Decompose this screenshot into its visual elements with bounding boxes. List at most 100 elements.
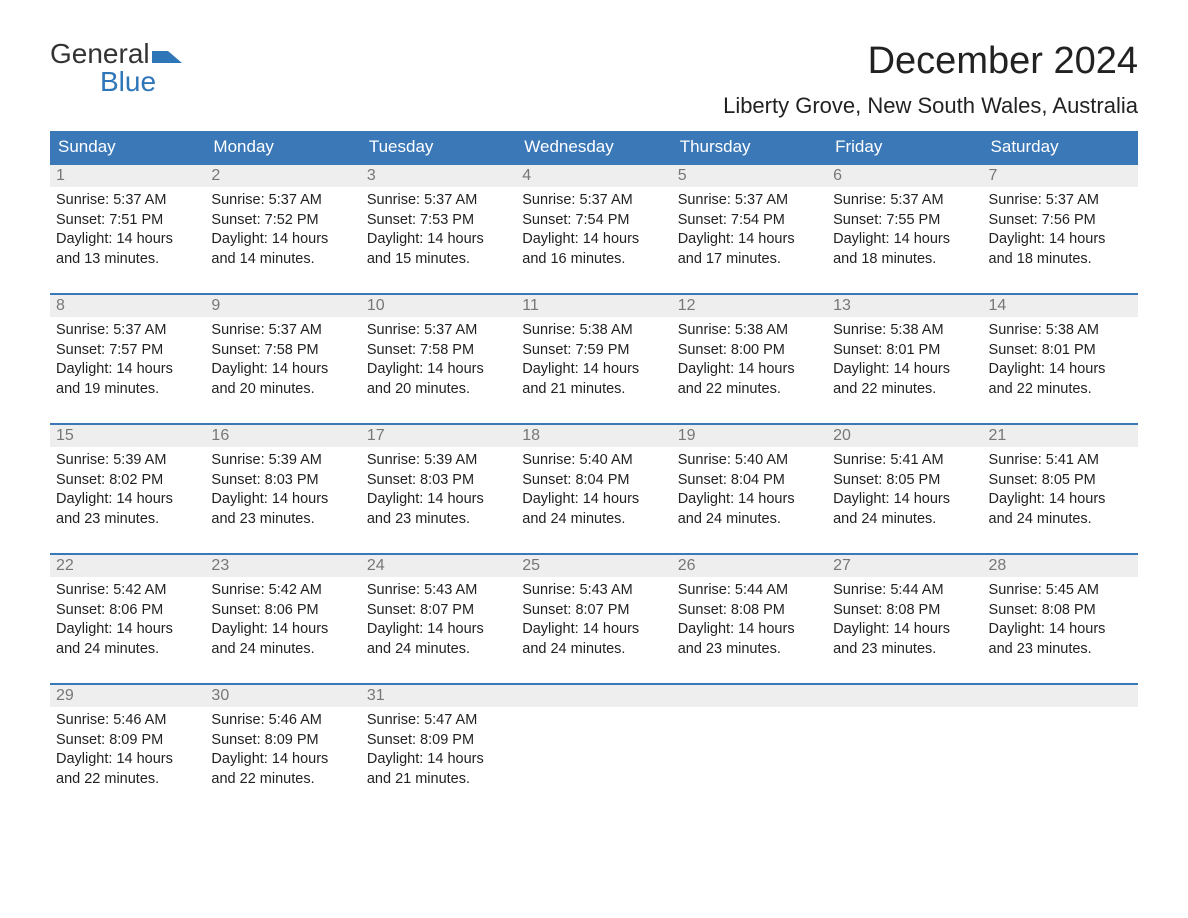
sunrise-label: Sunrise: (56, 452, 109, 468)
sunrise-line: Sunrise: 5:37 AM (211, 321, 354, 341)
sunrise-value: 5:43 AM (424, 582, 477, 598)
sunset-line: Sunset: 8:06 PM (211, 601, 354, 621)
sunrise-label: Sunrise: (56, 322, 109, 338)
sunset-line: Sunset: 8:09 PM (211, 731, 354, 751)
sunrise-line: Sunrise: 5:47 AM (367, 711, 510, 731)
sunrise-label: Sunrise: (367, 192, 420, 208)
daylight-label: Daylight: (833, 231, 889, 247)
daylight-line: Daylight: 14 hours and 24 minutes. (367, 620, 510, 659)
sunrise-label: Sunrise: (367, 452, 420, 468)
day-cell: 25Sunrise: 5:43 AMSunset: 8:07 PMDayligh… (516, 555, 671, 665)
day-content: Sunrise: 5:41 AMSunset: 8:05 PMDaylight:… (983, 447, 1138, 533)
day-cell: 16Sunrise: 5:39 AMSunset: 8:03 PMDayligh… (205, 425, 360, 535)
sunset-label: Sunset: (367, 472, 416, 488)
sunrise-label: Sunrise: (56, 192, 109, 208)
day-number: 21 (983, 425, 1138, 447)
sunset-line: Sunset: 8:08 PM (989, 601, 1132, 621)
sunset-label: Sunset: (678, 472, 727, 488)
daylight-label: Daylight: (56, 621, 112, 637)
sunrise-label: Sunrise: (211, 452, 264, 468)
sunrise-value: 5:38 AM (890, 322, 943, 338)
sunrise-line: Sunrise: 5:46 AM (56, 711, 199, 731)
sunrise-line: Sunrise: 5:37 AM (56, 191, 199, 211)
daylight-label: Daylight: (56, 751, 112, 767)
sunset-value: 8:08 PM (731, 602, 785, 618)
sunset-value: 7:57 PM (109, 342, 163, 358)
sunrise-value: 5:45 AM (1046, 582, 1099, 598)
day-content: Sunrise: 5:37 AMSunset: 7:55 PMDaylight:… (827, 187, 982, 273)
logo-top-row: General (50, 40, 182, 68)
sunset-line: Sunset: 8:08 PM (833, 601, 976, 621)
sunset-label: Sunset: (833, 602, 882, 618)
day-cell: 7Sunrise: 5:37 AMSunset: 7:56 PMDaylight… (983, 165, 1138, 275)
day-number: 28 (983, 555, 1138, 577)
daylight-label: Daylight: (56, 361, 112, 377)
sunrise-line: Sunrise: 5:38 AM (989, 321, 1132, 341)
sunset-value: 7:58 PM (265, 342, 319, 358)
day-number: 9 (205, 295, 360, 317)
day-number: 24 (361, 555, 516, 577)
day-content: Sunrise: 5:37 AMSunset: 7:54 PMDaylight:… (672, 187, 827, 273)
daylight-line: Daylight: 14 hours and 24 minutes. (522, 620, 665, 659)
day-number: 10 (361, 295, 516, 317)
week-row: 15Sunrise: 5:39 AMSunset: 8:02 PMDayligh… (50, 423, 1138, 535)
day-content: Sunrise: 5:40 AMSunset: 8:04 PMDaylight:… (516, 447, 671, 533)
sunset-label: Sunset: (367, 342, 416, 358)
sunset-line: Sunset: 8:04 PM (522, 471, 665, 491)
day-number: 12 (672, 295, 827, 317)
sunrise-value: 5:40 AM (735, 452, 788, 468)
sunset-label: Sunset: (56, 472, 105, 488)
sunset-line: Sunset: 8:07 PM (367, 601, 510, 621)
day-number: 20 (827, 425, 982, 447)
day-content: Sunrise: 5:39 AMSunset: 8:03 PMDaylight:… (205, 447, 360, 533)
sunset-value: 8:07 PM (575, 602, 629, 618)
daylight-line: Daylight: 14 hours and 24 minutes. (678, 490, 821, 529)
sunset-label: Sunset: (833, 212, 882, 228)
daylight-line: Daylight: 14 hours and 23 minutes. (678, 620, 821, 659)
sunrise-value: 5:37 AM (269, 322, 322, 338)
sunrise-line: Sunrise: 5:37 AM (367, 321, 510, 341)
day-cell: 20Sunrise: 5:41 AMSunset: 8:05 PMDayligh… (827, 425, 982, 535)
daylight-label: Daylight: (211, 231, 267, 247)
day-number: . (516, 685, 671, 707)
day-cell: 28Sunrise: 5:45 AMSunset: 8:08 PMDayligh… (983, 555, 1138, 665)
sunrise-line: Sunrise: 5:42 AM (211, 581, 354, 601)
day-cell: 4Sunrise: 5:37 AMSunset: 7:54 PMDaylight… (516, 165, 671, 275)
daylight-label: Daylight: (367, 621, 423, 637)
sunrise-value: 5:37 AM (735, 192, 788, 208)
daylight-label: Daylight: (367, 231, 423, 247)
day-content: Sunrise: 5:38 AMSunset: 8:00 PMDaylight:… (672, 317, 827, 403)
sunrise-value: 5:39 AM (113, 452, 166, 468)
day-header: Sunday (50, 131, 205, 163)
daylight-label: Daylight: (522, 361, 578, 377)
daylight-line: Daylight: 14 hours and 24 minutes. (989, 490, 1132, 529)
sunrise-value: 5:37 AM (424, 192, 477, 208)
day-number: 15 (50, 425, 205, 447)
day-content: Sunrise: 5:40 AMSunset: 8:04 PMDaylight:… (672, 447, 827, 533)
daylight-label: Daylight: (56, 231, 112, 247)
sunset-value: 8:03 PM (265, 472, 319, 488)
day-number: 23 (205, 555, 360, 577)
sunset-line: Sunset: 7:58 PM (211, 341, 354, 361)
day-number: 29 (50, 685, 205, 707)
day-content: Sunrise: 5:42 AMSunset: 8:06 PMDaylight:… (50, 577, 205, 663)
sunset-value: 7:54 PM (731, 212, 785, 228)
sunrise-value: 5:38 AM (735, 322, 788, 338)
sunset-line: Sunset: 8:09 PM (56, 731, 199, 751)
sunrise-line: Sunrise: 5:44 AM (833, 581, 976, 601)
day-cell: 23Sunrise: 5:42 AMSunset: 8:06 PMDayligh… (205, 555, 360, 665)
day-content: Sunrise: 5:38 AMSunset: 8:01 PMDaylight:… (983, 317, 1138, 403)
day-cell: . (983, 685, 1138, 795)
sunrise-label: Sunrise: (211, 192, 264, 208)
day-number: 14 (983, 295, 1138, 317)
sunset-label: Sunset: (522, 342, 571, 358)
daylight-label: Daylight: (678, 231, 734, 247)
sunset-label: Sunset: (522, 602, 571, 618)
day-cell: 2Sunrise: 5:37 AMSunset: 7:52 PMDaylight… (205, 165, 360, 275)
sunrise-value: 5:43 AM (580, 582, 633, 598)
daylight-line: Daylight: 14 hours and 23 minutes. (56, 490, 199, 529)
day-content: Sunrise: 5:38 AMSunset: 7:59 PMDaylight:… (516, 317, 671, 403)
daylight-label: Daylight: (367, 751, 423, 767)
sunset-label: Sunset: (56, 342, 105, 358)
sunset-label: Sunset: (56, 212, 105, 228)
